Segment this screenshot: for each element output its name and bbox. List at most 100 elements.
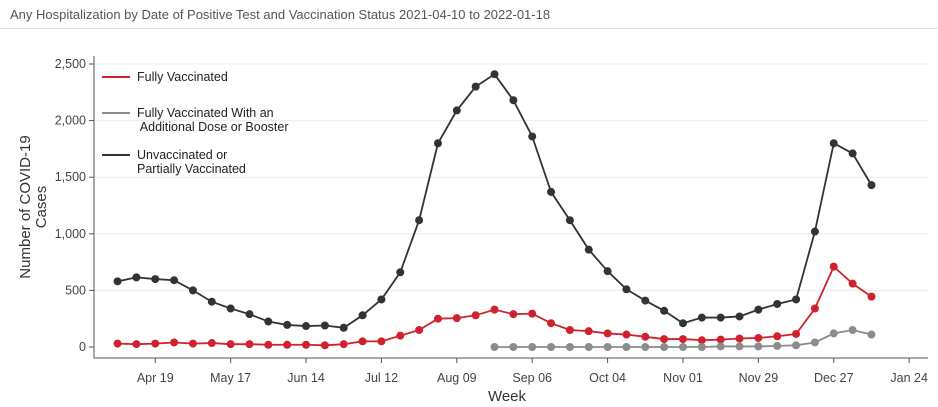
data-point: [358, 337, 367, 346]
data-point: [735, 312, 744, 321]
series-3: [113, 70, 876, 332]
series-group: [113, 70, 876, 351]
data-point: [188, 339, 197, 348]
data-point: [735, 334, 744, 343]
data-point: [396, 268, 405, 277]
data-point: [188, 286, 197, 295]
data-point: [773, 341, 782, 350]
x-tick-label: Oct 04: [589, 371, 626, 385]
data-point: [754, 305, 763, 314]
legend-item-2: Fully Vaccinated With an Additional Dose…: [102, 106, 288, 134]
x-tick-label: Nov 29: [739, 371, 779, 385]
series-1: [113, 262, 876, 350]
legend-label: Additional Dose or Booster: [137, 120, 288, 134]
data-point: [245, 310, 254, 319]
data-point: [792, 329, 801, 338]
data-point: [490, 70, 499, 79]
x-tick-label: Nov 01: [663, 371, 703, 385]
data-point: [509, 310, 518, 319]
data-point: [773, 332, 782, 341]
data-point: [528, 132, 537, 141]
y-axis-ticks: 0 500 1,000 1,500 2,000 2,500: [55, 57, 94, 354]
x-tick-label: Jul 12: [365, 371, 398, 385]
data-point: [754, 333, 763, 342]
data-point: [829, 262, 838, 271]
data-point: [226, 340, 235, 349]
data-point: [678, 343, 687, 351]
x-axis-ticks: Apr 19 May 17 Jun 14 Jul 12 Aug 09 Sep 06 Oct …: [137, 358, 928, 385]
data-point: [848, 326, 857, 335]
data-point: [867, 181, 876, 190]
data-point: [603, 267, 612, 276]
data-point: [452, 314, 461, 323]
data-point: [207, 297, 216, 306]
data-point: [509, 96, 518, 105]
y-axis-title-line: Cases: [33, 186, 50, 229]
data-point: [622, 343, 631, 351]
legend-label: Unvaccinated or: [137, 148, 227, 162]
data-point: [264, 317, 273, 326]
data-point: [565, 326, 574, 335]
legend[interactable]: Fully Vaccinated Fully Vaccinated With an…: [102, 70, 288, 176]
data-point: [565, 343, 574, 351]
data-point: [697, 313, 706, 322]
data-point: [170, 276, 179, 285]
data-point: [810, 304, 819, 313]
chart-title: Any Hospitalization by Date of Positive …: [10, 7, 551, 22]
data-point: [283, 340, 292, 349]
data-point: [339, 323, 348, 332]
data-point: [433, 139, 442, 148]
data-point: [132, 273, 141, 282]
x-tick-label: Jan 24: [890, 371, 928, 385]
data-point: [848, 279, 857, 288]
data-point: [302, 340, 311, 349]
legend-label: Partially Vaccinated: [137, 162, 246, 176]
data-point: [113, 339, 122, 348]
data-point: [584, 327, 593, 336]
y-tick-label: 500: [65, 283, 86, 297]
data-point: [829, 139, 838, 148]
data-point: [810, 227, 819, 236]
x-tick-label: Aug 09: [437, 371, 477, 385]
data-point: [509, 343, 518, 351]
data-point: [302, 322, 311, 331]
data-point: [528, 309, 537, 318]
y-tick-label: 2,500: [55, 57, 86, 71]
data-point: [377, 295, 386, 304]
chart-header: Any Hospitalization by Date of Positive …: [0, 0, 938, 29]
data-point: [264, 340, 273, 349]
data-point: [226, 304, 235, 313]
data-point: [113, 277, 122, 286]
y-axis-title-line: Number of COVID-19: [17, 135, 34, 278]
y-tick-label: 2,000: [55, 114, 86, 128]
y-axis-title: Number of COVID-19Cases: [17, 135, 50, 278]
data-point: [678, 319, 687, 328]
x-tick-label: May 17: [210, 371, 251, 385]
legend-label: Fully Vaccinated With an: [137, 106, 274, 120]
data-point: [433, 314, 442, 323]
data-point: [415, 326, 424, 335]
data-point: [415, 216, 424, 225]
data-point: [716, 342, 725, 351]
axes: [93, 56, 928, 359]
data-point: [565, 216, 574, 225]
data-point: [754, 342, 763, 351]
data-point: [151, 339, 160, 348]
data-point: [320, 341, 329, 350]
data-point: [547, 343, 556, 351]
data-point: [716, 335, 725, 344]
y-tick-label: 1,500: [55, 170, 86, 184]
data-point: [660, 306, 669, 315]
grid-lines: [94, 63, 928, 291]
data-point: [716, 313, 725, 322]
data-point: [792, 295, 801, 304]
legend-label: Fully Vaccinated: [137, 70, 228, 84]
data-point: [603, 329, 612, 338]
data-point: [622, 330, 631, 339]
data-point: [547, 319, 556, 328]
data-point: [283, 320, 292, 329]
data-point: [547, 187, 556, 196]
data-point: [452, 106, 461, 115]
